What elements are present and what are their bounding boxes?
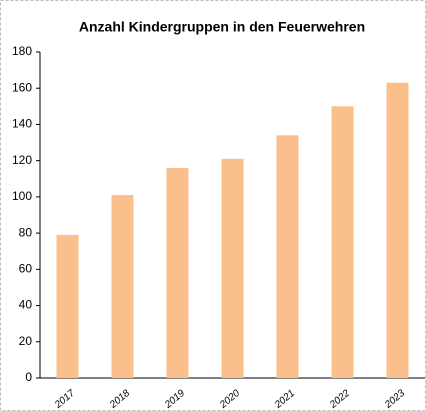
- y-tick-label: 20: [19, 334, 33, 348]
- y-tick-label: 140: [12, 117, 32, 131]
- y-tick-label: 80: [19, 225, 33, 239]
- bar: [166, 167, 189, 378]
- y-tick-label: 160: [12, 80, 32, 94]
- y-tick-label: 120: [12, 153, 32, 167]
- bar: [386, 82, 409, 379]
- y-tick-label: 60: [19, 262, 33, 276]
- bar: [111, 195, 134, 378]
- y-tick-label: 180: [12, 44, 32, 58]
- bar: [331, 106, 354, 378]
- y-tick-label: 40: [19, 298, 33, 312]
- bar: [56, 234, 79, 378]
- y-tick-label: 100: [12, 189, 32, 203]
- bar: [221, 158, 244, 378]
- chart-title: Anzahl Kindergruppen in den Feuerwehren: [79, 19, 365, 35]
- bar: [276, 135, 299, 378]
- y-tick-label: 0: [25, 370, 32, 384]
